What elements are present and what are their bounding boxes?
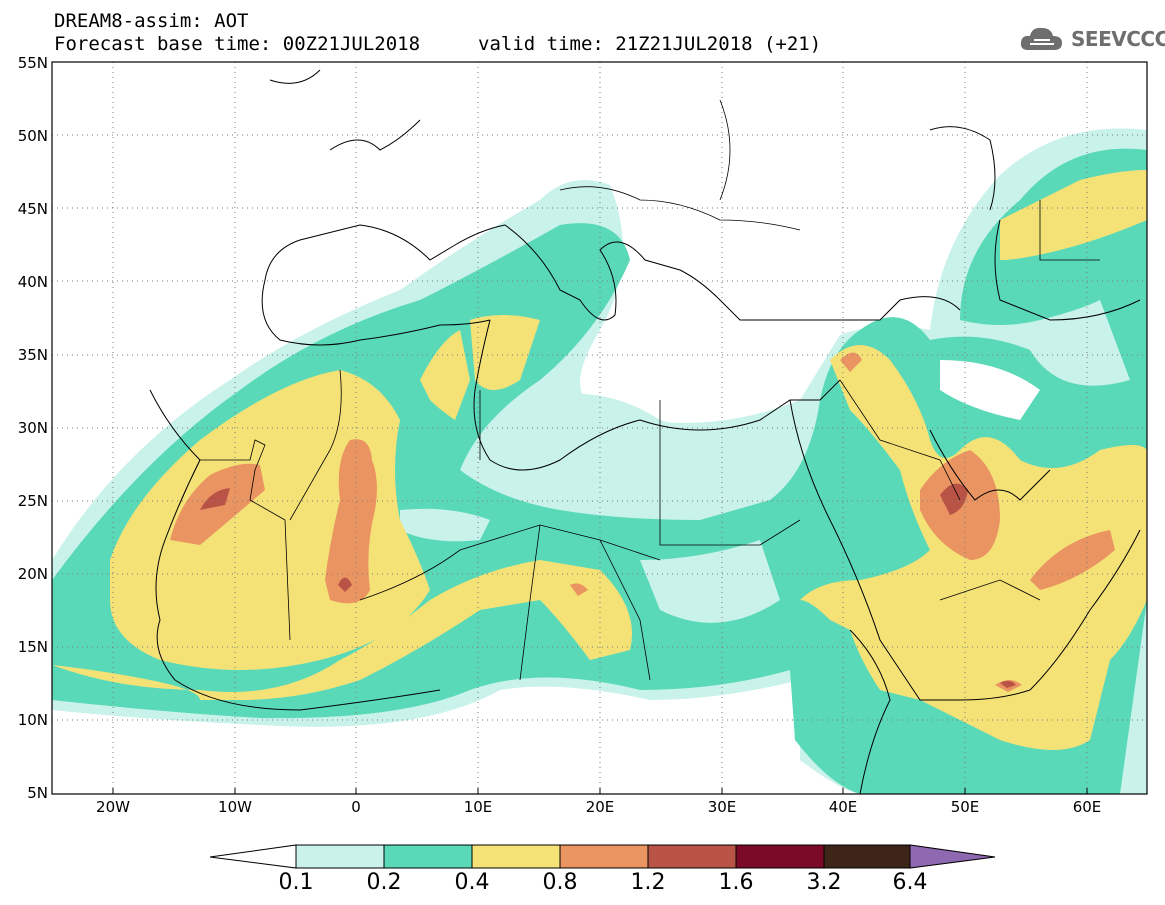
borders bbox=[200, 99, 1100, 681]
colorbar-max-arrow bbox=[909, 844, 996, 869]
lon-label: 20W bbox=[96, 798, 130, 816]
lat-label: 25N bbox=[17, 492, 48, 510]
colorbar-swatch-6 bbox=[823, 844, 911, 869]
colorbar bbox=[209, 844, 996, 869]
colorbar-label: 0.8 bbox=[542, 870, 578, 895]
coastlines bbox=[149, 69, 1141, 794]
colorbar-swatch-2 bbox=[471, 844, 561, 869]
lat-label: 30N bbox=[17, 419, 48, 437]
colorbar-swatch-5 bbox=[735, 844, 825, 869]
colorbar-label: 0.1 bbox=[278, 870, 314, 895]
colorbar-min-arrow bbox=[209, 844, 297, 869]
colorbar-swatch-3 bbox=[559, 844, 649, 869]
lon-label: 40E bbox=[828, 798, 858, 816]
graticule bbox=[52, 62, 1147, 794]
lat-label: 50N bbox=[17, 127, 48, 145]
lon-label: 50E bbox=[950, 798, 980, 816]
colorbar-swatch-4 bbox=[647, 844, 737, 869]
cloud-icon bbox=[1020, 27, 1062, 50]
lat-label: 45N bbox=[17, 200, 48, 218]
lon-label: 10W bbox=[218, 798, 252, 816]
colorbar-swatch-0 bbox=[295, 844, 385, 869]
colorbar-swatch-1 bbox=[383, 844, 473, 869]
colorbar-label: 1.2 bbox=[630, 870, 666, 895]
colorbar-label: 0.2 bbox=[366, 870, 402, 895]
lon-label: 10E bbox=[463, 798, 493, 816]
colorbar-label: 1.6 bbox=[718, 870, 754, 895]
lon-label: 30E bbox=[707, 798, 737, 816]
lon-label: 60E bbox=[1072, 798, 1102, 816]
lat-label: 20N bbox=[17, 565, 48, 583]
lat-label: 5N bbox=[27, 784, 48, 802]
lat-label: 40N bbox=[17, 273, 48, 291]
lat-label: 15N bbox=[17, 638, 48, 656]
valid-time: valid time: 21Z21JUL2018 (+21) bbox=[478, 33, 822, 55]
colorbar-label: 3.2 bbox=[806, 870, 842, 895]
lon-label: 20E bbox=[585, 798, 615, 816]
lat-label: 10N bbox=[17, 711, 48, 729]
tick-marks bbox=[112, 788, 1088, 794]
lon-label: 0 bbox=[351, 798, 361, 816]
lat-label: 55N bbox=[17, 54, 48, 72]
forecast-base-time: Forecast base time: 00Z21JUL2018 bbox=[54, 33, 421, 55]
colorbar-label: 0.4 bbox=[454, 870, 490, 895]
logo-text: SEEVCCC bbox=[1071, 27, 1165, 51]
colorbar-label: 6.4 bbox=[892, 870, 928, 895]
map-title: DREAM8-assim: AOT bbox=[54, 10, 249, 32]
lat-label: 35N bbox=[17, 346, 48, 364]
